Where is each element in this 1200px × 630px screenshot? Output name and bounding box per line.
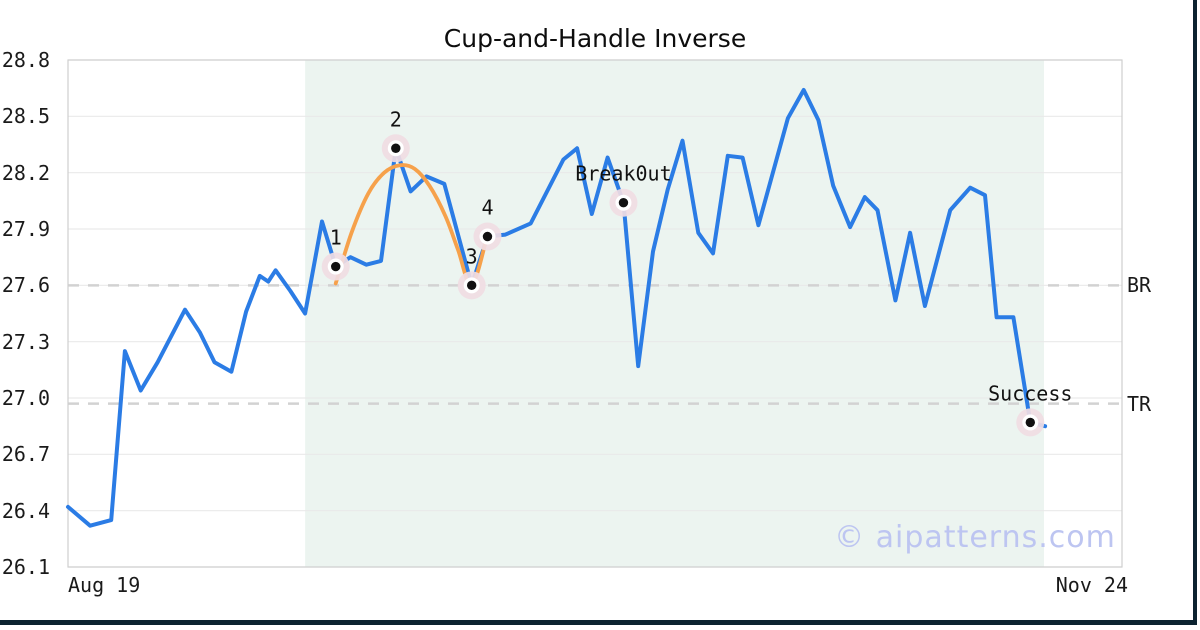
y-tick-label: 27.9 xyxy=(1,217,50,241)
marker-dot-1 xyxy=(331,261,341,272)
marker-label-success: Success xyxy=(988,381,1072,405)
marker-dot-2 xyxy=(391,143,401,153)
chart-title: Cup-and-Handle Inverse xyxy=(443,24,747,53)
y-tick-label: 27.6 xyxy=(1,273,50,298)
marker-label-1: 1 xyxy=(330,226,342,250)
y-tick-label: 26.4 xyxy=(1,498,50,523)
marker-label-2: 2 xyxy=(390,107,402,131)
x-axis-tick-end: Nov 24 xyxy=(1055,573,1128,597)
marker-dot-3 xyxy=(466,280,477,291)
y-tick-label: 27.3 xyxy=(1,329,50,354)
marker-dot-break0ut xyxy=(618,198,629,208)
pattern-region-shading xyxy=(305,60,1045,567)
card-frame-right-edge xyxy=(1193,0,1197,625)
marker-label-break0ut: Break0ut xyxy=(575,162,671,186)
y-tick-label: 28.2 xyxy=(1,160,50,185)
x-axis-tick-start: Aug 19 xyxy=(68,573,141,597)
y-tick-label: 27.0 xyxy=(1,386,50,410)
pattern-arc-line xyxy=(333,163,490,288)
plot-border xyxy=(67,59,1123,568)
card-frame-bottom-edge xyxy=(0,620,1197,625)
price-line xyxy=(66,88,1048,528)
watermark-text: © aipatterns.com xyxy=(834,520,1116,555)
y-tick-label: 28.8 xyxy=(1,48,50,72)
breakout-level-label: BR xyxy=(1127,273,1152,298)
marker-dot-4 xyxy=(482,231,493,242)
y-tick-label: 28.5 xyxy=(1,104,50,129)
y-tick-label: 26.7 xyxy=(1,442,50,467)
marker-dot-success xyxy=(1025,417,1036,428)
marker-label-3: 3 xyxy=(466,244,478,268)
y-tick-label: 26.1 xyxy=(1,555,50,579)
target-level-label: TR xyxy=(1127,391,1152,416)
marker-label-4: 4 xyxy=(481,196,493,220)
